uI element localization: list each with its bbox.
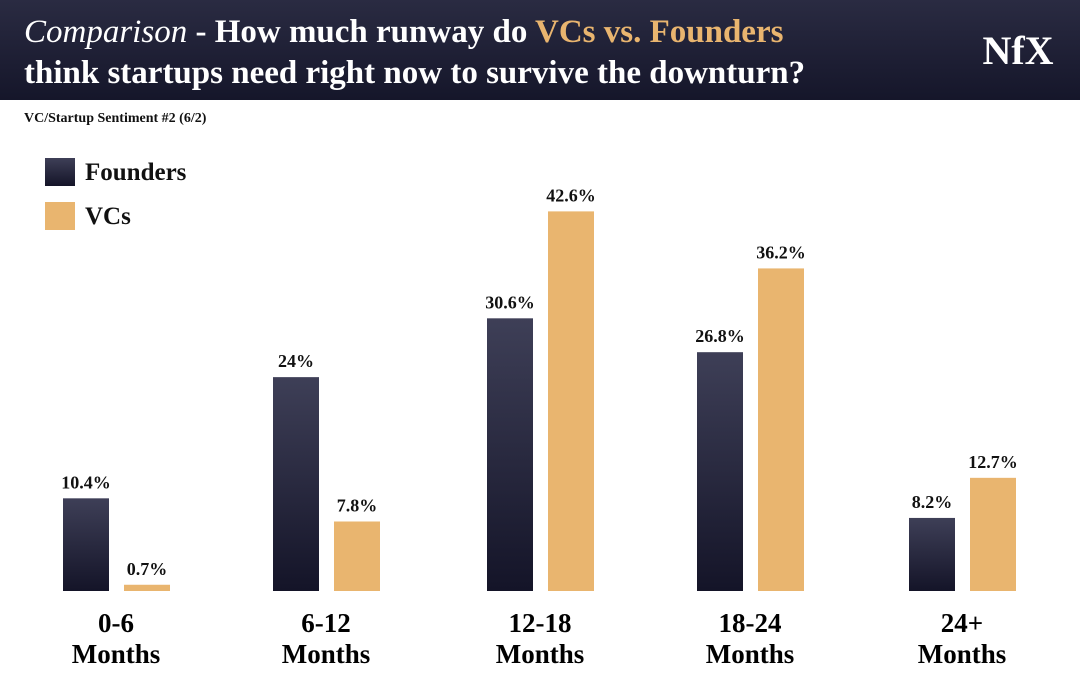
value-label: 7.8% — [337, 495, 378, 515]
value-label: 36.2% — [756, 242, 806, 262]
x-tick-label-line: 18-24 — [719, 608, 782, 638]
x-tick-label-line: 24+ — [941, 608, 983, 638]
title-part: Comparison — [24, 14, 187, 50]
subtitle: VC/Startup Sentiment #2 (6/2) — [24, 111, 207, 126]
bar — [548, 211, 594, 592]
bar — [334, 521, 380, 591]
x-tick-label: 12-18 Months — [496, 608, 585, 669]
x-tick-label-line: Months — [918, 639, 1007, 669]
value-label: 10.4% — [61, 472, 111, 492]
bar — [909, 517, 955, 591]
x-tick-label: 18-24 Months — [706, 608, 795, 669]
x-tick-label-line: Months — [496, 639, 585, 669]
legend-label: Founders — [85, 159, 187, 186]
x-tick-label-line: 6-12 — [301, 608, 351, 638]
bar — [124, 584, 170, 591]
logo: NfX — [982, 28, 1053, 73]
x-tick-label-line: Months — [706, 639, 795, 669]
bar — [758, 268, 804, 591]
x-tick-label-line: 12-18 — [509, 608, 572, 638]
value-label: 0.7% — [127, 559, 168, 579]
bar — [273, 377, 319, 591]
x-tick-label: 6-12 Months — [282, 608, 371, 669]
x-tick-label: 24+ Months — [918, 608, 1007, 669]
header-band — [0, 0, 1080, 100]
x-tick-label: 0-6 Months — [72, 608, 161, 669]
legend-swatch — [45, 202, 75, 230]
title-part: VCs vs. Founders — [535, 14, 784, 50]
x-tick-label-line: Months — [282, 639, 371, 669]
x-tick-label-line: 0-6 — [98, 608, 134, 638]
x-tick-label-line: Months — [72, 639, 161, 669]
value-label: 30.6% — [485, 292, 535, 312]
bar — [970, 477, 1016, 591]
title-part: - How much runway do — [187, 14, 535, 50]
bar — [63, 498, 109, 591]
legend-label: VCs — [85, 203, 131, 230]
value-label: 12.7% — [968, 452, 1018, 472]
value-label: 26.8% — [695, 326, 745, 346]
value-label: 8.2% — [912, 492, 953, 512]
chart-title: Comparison - How much runway do VCs vs. … — [24, 14, 784, 50]
chart-title: think startups need right now to survive… — [24, 55, 805, 91]
value-label: 42.6% — [546, 185, 596, 205]
value-label: 24% — [278, 351, 314, 371]
bar — [697, 352, 743, 591]
bar — [487, 318, 533, 591]
legend-swatch — [45, 158, 75, 186]
